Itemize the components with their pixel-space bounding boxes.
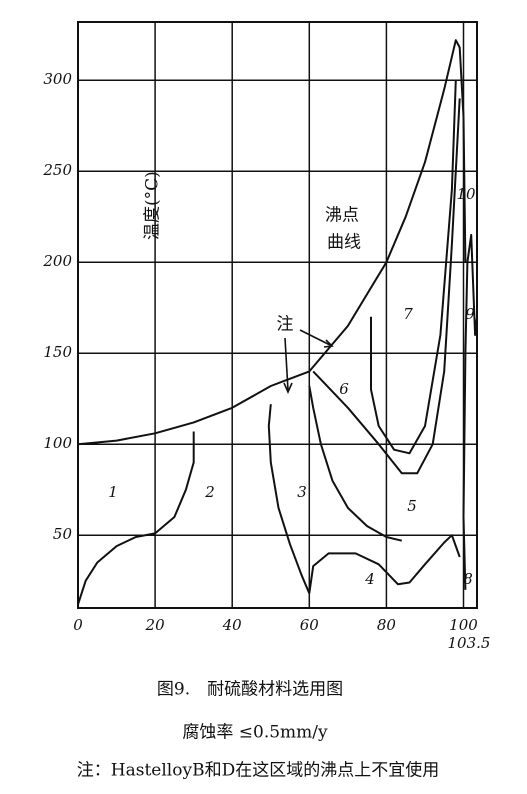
curve — [267, 404, 311, 594]
region-label: 沸点 — [325, 206, 359, 226]
region-label: 8 — [463, 570, 473, 588]
region-label: 曲线 — [327, 233, 361, 253]
region-label: 2 — [204, 483, 215, 501]
curve — [308, 534, 461, 594]
curve — [77, 431, 195, 605]
y-tick-label: 150 — [43, 343, 72, 361]
region-label: 9 — [465, 305, 475, 323]
region-label: 6 — [339, 380, 349, 398]
y-tick-label: 300 — [43, 70, 72, 88]
curve — [312, 98, 461, 475]
curve — [462, 233, 478, 590]
y-axis-label: 温度(°C) — [143, 171, 163, 240]
region-label: 3 — [297, 483, 307, 501]
curve — [308, 385, 403, 542]
x-tick-label: 103.5 — [448, 634, 491, 652]
region-label: 7 — [403, 305, 413, 323]
x-tick-label: 20 — [145, 616, 166, 634]
region-label: 注 — [277, 315, 294, 335]
region-label: 5 — [407, 497, 417, 515]
x-tick-label: 80 — [377, 616, 397, 634]
curve — [370, 80, 457, 455]
subcaption: 腐蚀率 ≤0.5mm/y — [182, 723, 328, 743]
y-tick-label: 250 — [42, 161, 72, 179]
region-label: 10 — [456, 185, 476, 203]
y-tick-label: 100 — [43, 434, 72, 452]
caption: 图9. 耐硫酸材料选用图 — [157, 680, 343, 700]
x-tick-label: 0 — [73, 616, 83, 634]
curve — [77, 39, 467, 446]
y-tick-label: 200 — [42, 252, 72, 270]
note-arrows — [283, 329, 334, 394]
x-tick-label: 100 — [449, 616, 478, 634]
y-tick-label: 50 — [53, 525, 73, 543]
region-label: 1 — [108, 483, 118, 501]
x-tick-label: 40 — [222, 616, 243, 634]
x-tick-label: 60 — [300, 616, 320, 634]
region-label: 4 — [364, 570, 375, 588]
note: 注：HastelloyB和D在这区域的沸点上不宜使用 — [77, 760, 439, 781]
